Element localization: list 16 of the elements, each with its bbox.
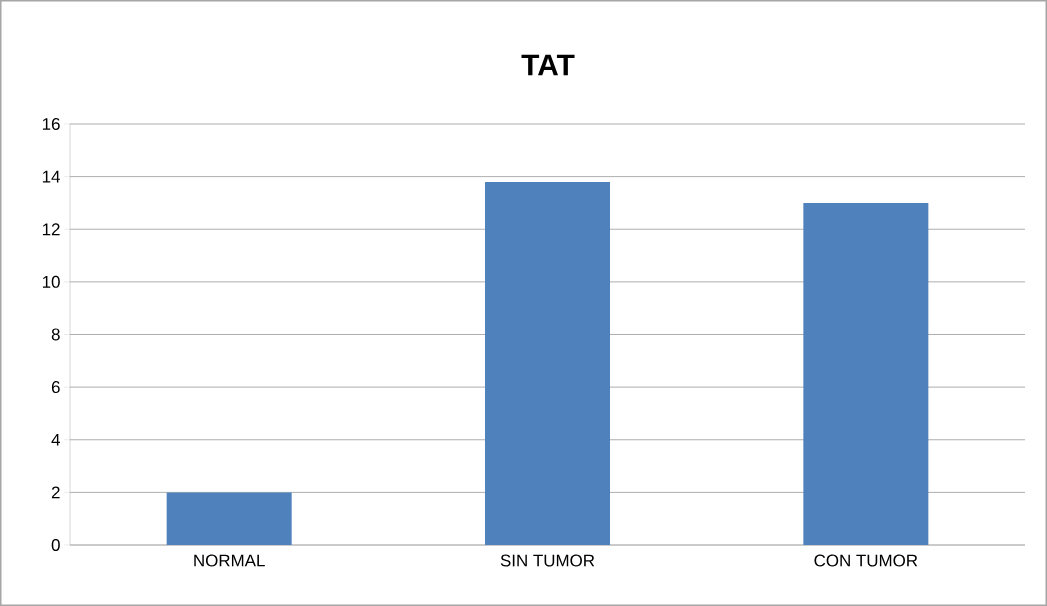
y-tick-label: 6 bbox=[51, 381, 60, 394]
x-tick-label: CON TUMOR bbox=[814, 554, 918, 567]
y-tick-label: 4 bbox=[51, 433, 60, 446]
bar bbox=[803, 202, 929, 545]
y-tick-label: 12 bbox=[42, 223, 60, 236]
x-tick-label: SIN TUMOR bbox=[500, 554, 595, 567]
bar bbox=[166, 492, 292, 545]
y-tick-label: 14 bbox=[42, 170, 60, 183]
y-tick-label: 2 bbox=[51, 486, 60, 499]
y-tick-label: 0 bbox=[51, 539, 60, 551]
y-tick-label: 8 bbox=[51, 328, 60, 341]
y-tick-label: 16 bbox=[42, 118, 60, 130]
bar bbox=[485, 181, 611, 545]
chart-title: TAT bbox=[521, 54, 575, 76]
x-tick-label: NORMAL bbox=[194, 554, 265, 567]
y-tick-label: 10 bbox=[42, 275, 60, 288]
